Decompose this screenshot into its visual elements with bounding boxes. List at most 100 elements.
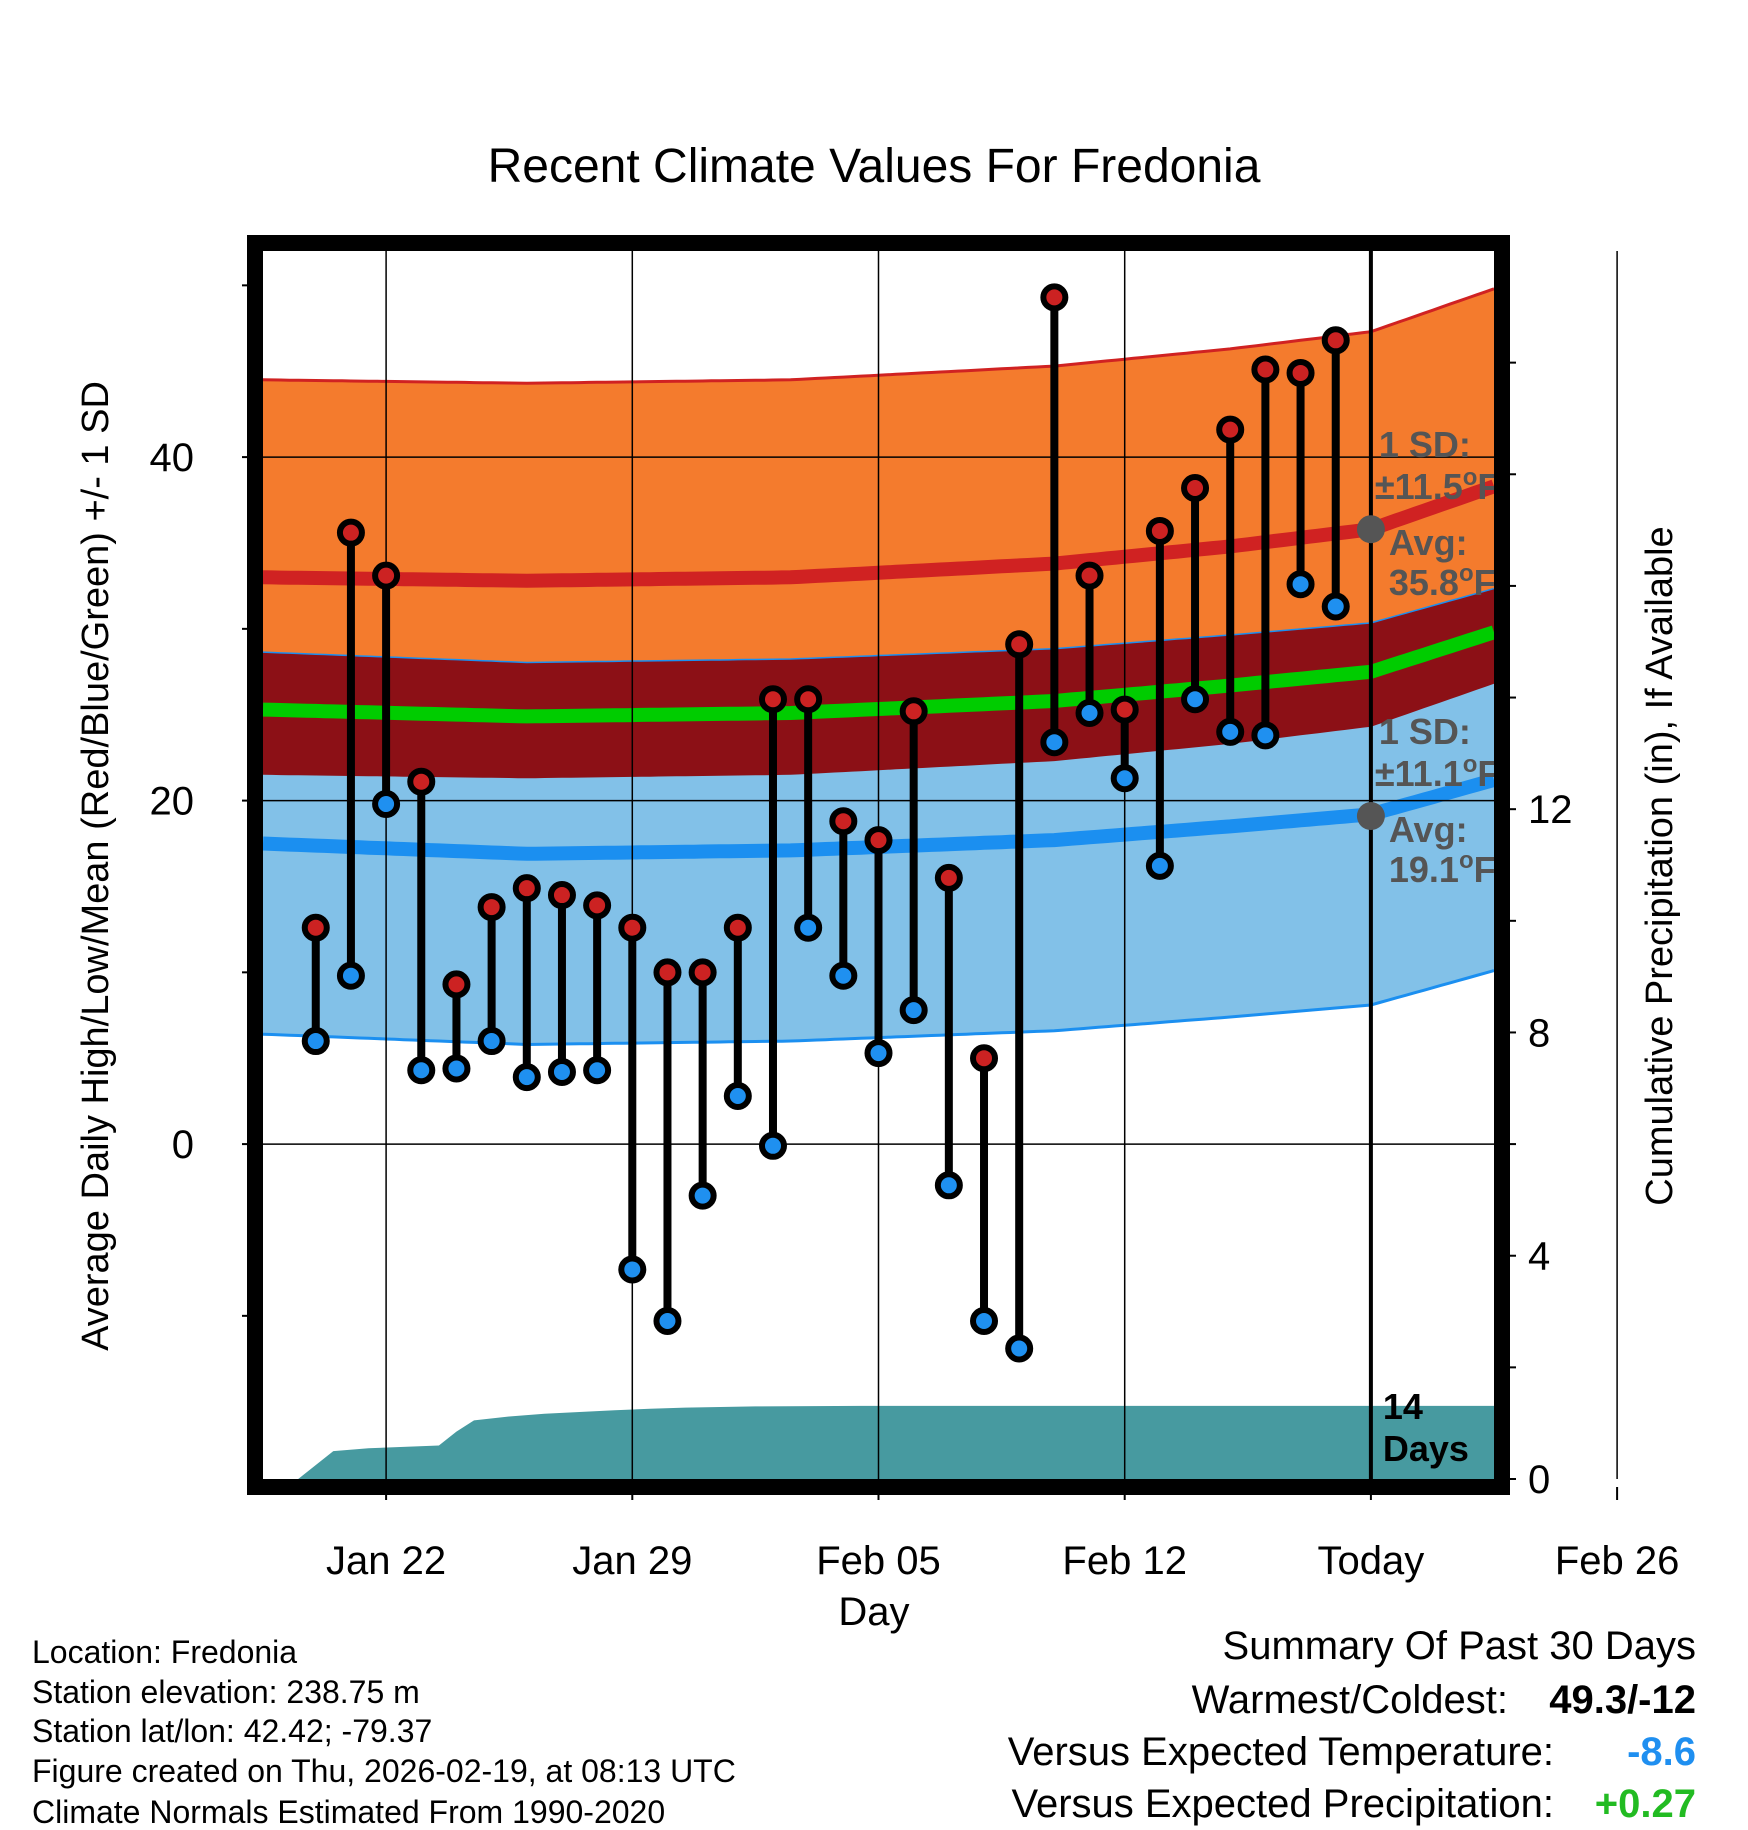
daily-observations — [301, 283, 1350, 1363]
y-axis-label: Average Daily High/Low/Mean (Red/Blue/Gr… — [75, 381, 117, 1351]
obs-high-point — [301, 913, 330, 942]
obs-high-point — [547, 881, 576, 910]
obs-high-point — [794, 685, 823, 714]
info-location: Location: Fredonia — [32, 1634, 298, 1670]
info-latlon: Station lat/lon: 42.42; -79.37 — [32, 1713, 433, 1749]
summary-temp-value: -8.6 — [1627, 1730, 1696, 1774]
obs-high-point — [723, 913, 752, 942]
obs-low-point — [970, 1306, 999, 1335]
x-tick-label: Jan 22 — [326, 1539, 446, 1583]
obs-low-point — [723, 1082, 752, 1111]
high-sd-value: ±11.5oF — [1375, 464, 1500, 507]
obs-high-point — [618, 913, 647, 942]
obs-low-point — [336, 961, 365, 990]
summary-precip-value: +0.27 — [1594, 1782, 1696, 1826]
y-tick-label: 0 — [172, 1123, 194, 1167]
obs-high-point — [336, 518, 365, 547]
obs-low-point — [934, 1171, 963, 1200]
obs-low-point — [1181, 685, 1210, 714]
x-tick-label: Feb 05 — [816, 1539, 941, 1583]
obs-high-point — [899, 697, 928, 726]
obs-low-point — [1075, 699, 1104, 728]
obs-high-point — [372, 561, 401, 590]
high-avg-marker — [1356, 515, 1385, 544]
low-sd-title: 1 SD: — [1379, 711, 1471, 752]
low-avg-title: Avg: — [1389, 809, 1468, 850]
grid-lines — [263, 251, 1618, 1479]
summary-precip-row: Versus Expected Precipitation: +0.27 — [1011, 1784, 1696, 1824]
obs-low-point — [829, 961, 858, 990]
y-tick-label: 40 — [150, 436, 195, 480]
low-avg-value: 19.1oF — [1389, 847, 1496, 890]
obs-high-point — [1110, 695, 1139, 724]
y-tick-label: 20 — [150, 780, 195, 824]
precip-days-number: 14 — [1383, 1386, 1423, 1427]
x-tick-label: Today — [1318, 1539, 1425, 1583]
obs-high-point — [1251, 355, 1280, 384]
obs-low-point — [442, 1054, 471, 1083]
obs-high-point — [1321, 326, 1350, 355]
obs-high-point — [970, 1044, 999, 1073]
obs-high-point — [1075, 561, 1104, 590]
summary-warm-cold-row: Warmest/Coldest: 49.3/-12 — [1192, 1680, 1696, 1720]
high-avg-title: Avg: — [1389, 522, 1468, 563]
info-normals: Climate Normals Estimated From 1990-2020 — [32, 1794, 666, 1830]
summary-warm-cold-value: 49.3/-12 — [1549, 1678, 1696, 1722]
obs-low-point — [864, 1039, 893, 1068]
obs-high-point — [688, 958, 717, 987]
obs-high-point — [1216, 415, 1245, 444]
obs-low-point — [618, 1255, 647, 1284]
obs-high-point — [864, 826, 893, 855]
obs-low-point — [758, 1131, 787, 1160]
obs-low-point — [1216, 717, 1245, 746]
obs-high-point — [829, 807, 858, 836]
obs-low-point — [1286, 570, 1315, 599]
obs-low-point — [899, 996, 928, 1025]
obs-low-point — [583, 1056, 612, 1085]
obs-low-point — [1145, 851, 1174, 880]
obs-high-point — [653, 958, 682, 987]
obs-high-point — [1145, 516, 1174, 545]
info-created: Figure created on Thu, 2026-02-19, at 08… — [32, 1753, 736, 1789]
obs-low-point — [688, 1181, 717, 1210]
x-tick-label: Feb 12 — [1062, 1539, 1187, 1583]
obs-high-point — [1005, 630, 1034, 659]
summary-title: Summary Of Past 30 Days — [1222, 1624, 1696, 1668]
obs-low-point — [794, 913, 823, 942]
info-elevation: Station elevation: 238.75 m — [32, 1674, 420, 1710]
low-avg-marker — [1356, 802, 1385, 831]
obs-low-point — [1321, 592, 1350, 621]
y2-tick-label: 8 — [1528, 1011, 1550, 1055]
obs-low-point — [653, 1306, 682, 1335]
y2-tick-label: 0 — [1528, 1458, 1550, 1502]
obs-low-point — [1110, 764, 1139, 793]
obs-high-point — [512, 874, 541, 903]
low-sd-value: ±11.1oF — [1375, 751, 1500, 794]
summary-temp-row: Versus Expected Temperature: -8.6 — [1008, 1732, 1696, 1772]
y2-tick-label: 4 — [1528, 1235, 1550, 1279]
obs-low-point — [1251, 721, 1280, 750]
obs-high-point — [442, 970, 471, 999]
y2-tick-label: 12 — [1528, 788, 1573, 832]
x-tick-label: Feb 26 — [1555, 1539, 1680, 1583]
obs-high-point — [407, 767, 436, 796]
y2-axis-label: Cumulative Precipitation (in), If Availa… — [1639, 526, 1681, 1205]
summary-precip-label: Versus Expected Precipitation: — [1011, 1782, 1554, 1826]
obs-high-point — [1181, 474, 1210, 503]
precip-days-word: Days — [1383, 1428, 1469, 1469]
obs-high-point — [583, 891, 612, 920]
high-avg-value: 35.8oF — [1389, 560, 1496, 603]
summary-temp-label: Versus Expected Temperature: — [1007, 1730, 1554, 1774]
obs-low-point — [477, 1027, 506, 1056]
summary-warm-cold-label: Warmest/Coldest: — [1191, 1678, 1508, 1722]
obs-low-point — [1040, 728, 1069, 757]
obs-low-point — [547, 1057, 576, 1086]
x-tick-label: Jan 29 — [572, 1539, 692, 1583]
obs-low-point — [301, 1027, 330, 1056]
obs-high-point — [1040, 283, 1069, 312]
high-sd-title: 1 SD: — [1379, 424, 1471, 465]
obs-high-point — [758, 685, 787, 714]
obs-low-point — [1005, 1334, 1034, 1363]
